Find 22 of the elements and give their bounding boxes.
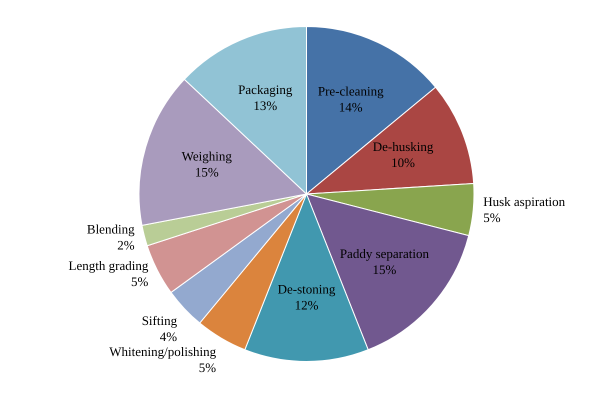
data-label: 14% <box>338 99 363 114</box>
slice-label: Packaging <box>238 82 293 98</box>
data-label: 5% <box>131 274 149 290</box>
data-label: 12% <box>294 297 319 312</box>
data-label: 13% <box>253 98 278 114</box>
slice-label: Length grading <box>68 258 149 274</box>
data-label: 15% <box>194 164 219 180</box>
data-label: 2% <box>117 238 135 253</box>
slice-label: Whitening/polishing <box>109 344 217 360</box>
data-label: 5% <box>483 210 501 226</box>
slice-label: De-husking <box>372 139 434 154</box>
slice-label: Pre-cleaning <box>318 83 384 98</box>
slice-label: Blending <box>86 222 136 237</box>
slice-label: Husk aspiration <box>483 194 566 210</box>
slice-label: Sifting <box>142 312 178 328</box>
data-label: 10% <box>391 155 416 170</box>
data-label: 15% <box>372 262 396 278</box>
slice-label: Paddy separation <box>340 246 430 262</box>
data-label: 5% <box>198 360 216 376</box>
slice-label: Weighing <box>182 148 232 164</box>
slice-label: De-stoning <box>278 281 336 296</box>
data-label: 4% <box>160 328 178 344</box>
